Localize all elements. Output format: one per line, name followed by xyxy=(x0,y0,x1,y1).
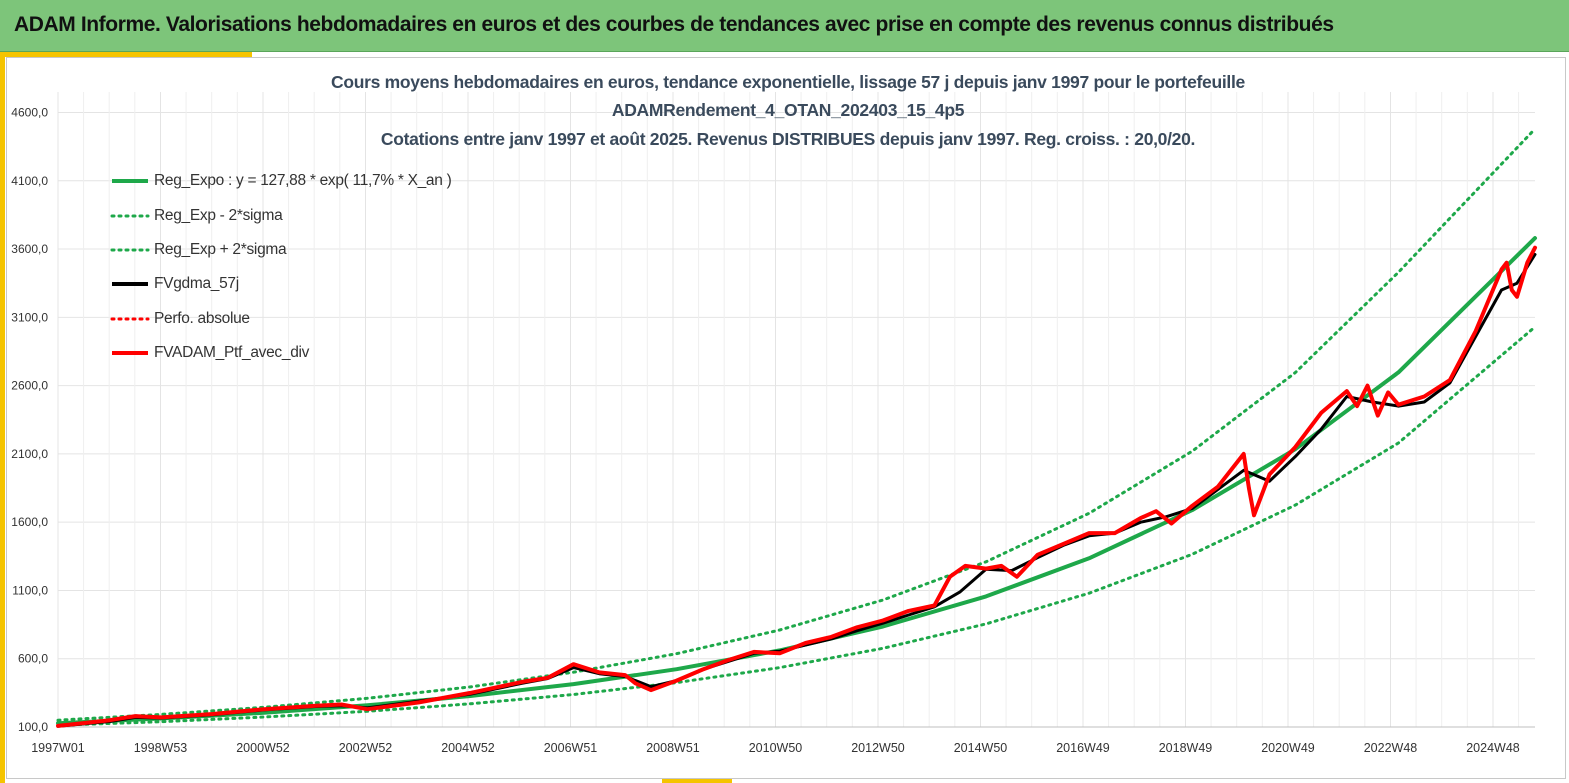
chart-title-line: Cours moyens hebdomadaires en euros, ten… xyxy=(331,72,1246,92)
legend-swatch xyxy=(110,314,150,324)
chart-title-line: ADAMRendement_4_OTAN_202403_15_4p5 xyxy=(612,100,965,120)
chart-title-block: Cours moyens hebdomadaires en euros, ten… xyxy=(331,72,1246,149)
x-tick-label: 2004W52 xyxy=(441,741,495,755)
x-tick-label: 2016W49 xyxy=(1056,741,1110,755)
legend-swatch xyxy=(110,176,150,186)
legend-swatch xyxy=(110,348,150,358)
x-tick-label: 2008W51 xyxy=(646,741,700,755)
x-tick-label: 2022W48 xyxy=(1364,741,1418,755)
x-tick-label: 2014W50 xyxy=(954,741,1008,755)
header-banner: ADAM Informe. Valorisations hebdomadaire… xyxy=(0,0,1569,52)
accent-bar-left xyxy=(0,52,5,783)
chart-series xyxy=(56,127,1537,728)
chart-legend: Reg_Expo : y = 127,88 * exp( 11,7% * X_a… xyxy=(110,164,490,370)
legend-label: FVADAM_Ptf_avec_div xyxy=(154,344,310,362)
series-fvadam-ptf-avec-div xyxy=(56,245,1537,728)
legend-swatch xyxy=(110,279,150,289)
x-tick-label: 2010W50 xyxy=(749,741,803,755)
legend-label: Perfo. absolue xyxy=(154,309,250,327)
x-tick-label: 2002W52 xyxy=(339,741,393,755)
x-tick-label: 1998W53 xyxy=(134,741,188,755)
legend-item-fvgdma: FVgdma_57j xyxy=(110,267,490,301)
page-title: ADAM Informe. Valorisations hebdomadaire… xyxy=(14,13,1334,36)
legend-label: Reg_Exp + 2*sigma xyxy=(154,240,287,258)
legend-label: Reg_Exp - 2*sigma xyxy=(154,206,283,224)
x-tick-label: 2024W48 xyxy=(1466,741,1520,755)
x-axis-tick-labels: 1997W01 1998W53 2000W52 2002W52 2004W52 2006W… xyxy=(31,741,1520,755)
series-reg-exp-plus-2sigma xyxy=(56,127,1537,722)
x-tick-label: 1997W01 xyxy=(31,741,85,755)
y-tick-label: 100,0 xyxy=(18,720,48,734)
x-tick-label: 2020W49 xyxy=(1261,741,1315,755)
chart-grid xyxy=(57,92,1535,728)
legend-label: Reg_Expo : y = 127,88 * exp( 11,7% * X_a… xyxy=(154,172,452,190)
chart-frame xyxy=(6,57,1566,779)
legend-item-reg-exp-plus: Reg_Exp + 2*sigma xyxy=(110,233,490,267)
y-tick-label: 600,0 xyxy=(18,652,48,666)
legend-item-reg-exp-minus: Reg_Exp - 2*sigma xyxy=(110,198,490,232)
y-tick-label: 3600,0 xyxy=(11,242,48,256)
x-tick-label: 2012W50 xyxy=(851,741,905,755)
legend-label: FVgdma_57j xyxy=(154,275,239,293)
y-tick-label: 2100,0 xyxy=(11,447,48,461)
y-tick-label: 4100,0 xyxy=(11,174,48,188)
y-tick-label: 1100,0 xyxy=(12,583,48,597)
y-tick-label: 3100,0 xyxy=(11,310,48,324)
legend-item-fvadam: FVADAM_Ptf_avec_div xyxy=(110,336,490,370)
legend-swatch xyxy=(110,245,150,255)
y-tick-label: 4600,0 xyxy=(11,105,48,119)
x-tick-label: 2000W52 xyxy=(236,741,290,755)
chart-title-line: Cotations entre janv 1997 et août 2025. … xyxy=(381,129,1195,149)
y-tick-label: 2600,0 xyxy=(11,379,48,393)
legend-swatch xyxy=(110,211,150,221)
y-axis-tick-labels: 100,0 600,0 1100,0 1600,0 2100,0 2600,0 3100,0… xyxy=(11,105,48,734)
legend-item-reg-expo: Reg_Expo : y = 127,88 * exp( 11,7% * X_a… xyxy=(110,164,490,198)
series-reg-exp-minus-2sigma xyxy=(56,325,1537,727)
accent-bar-top xyxy=(0,52,252,57)
x-tick-label: 2006W51 xyxy=(544,741,598,755)
y-tick-label: 1600,0 xyxy=(11,515,48,529)
accent-bar-bottom xyxy=(662,779,732,783)
legend-item-perfo-absolue: Perfo. absolue xyxy=(110,302,490,336)
x-tick-label: 2018W49 xyxy=(1159,741,1213,755)
